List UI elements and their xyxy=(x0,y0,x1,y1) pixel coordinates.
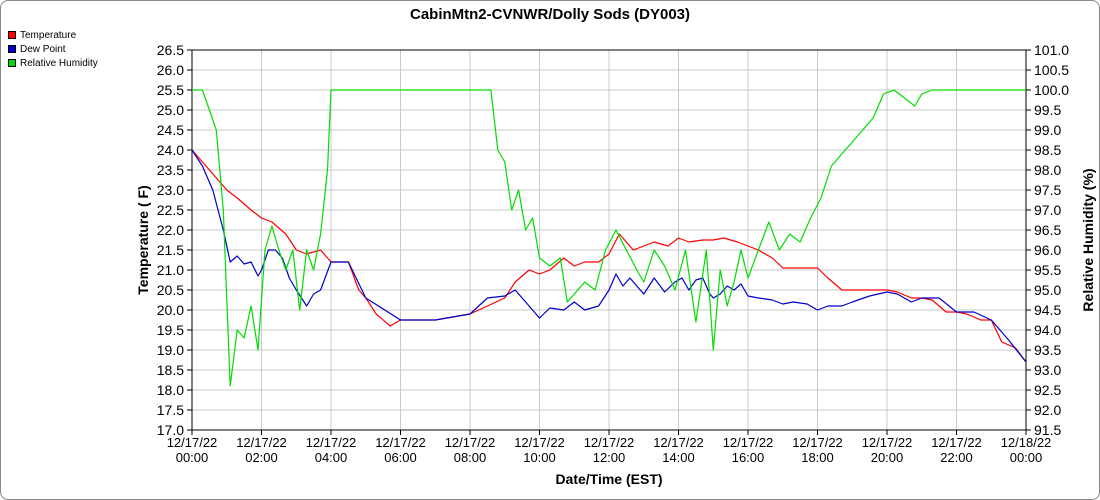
y-left-tick-label: 23.5 xyxy=(157,162,184,178)
x-tick-date-label: 12/17/22 xyxy=(514,435,565,450)
chart-title: CabinMtn2-CVNWR/Dolly Sods (DY003) xyxy=(410,6,690,23)
y-right-tick-label: 98.0 xyxy=(1034,162,1061,178)
legend-item-dew-point: Dew Point xyxy=(8,42,98,56)
x-tick-date-label: 12/17/22 xyxy=(931,435,982,450)
x-tick-date-label: 12/17/22 xyxy=(167,435,218,450)
x-tick-time-label: 14:00 xyxy=(662,450,695,465)
x-tick-date-label: 12/17/22 xyxy=(792,435,843,450)
y-right-tick-label: 100.5 xyxy=(1034,62,1069,78)
y-left-tick-label: 25.5 xyxy=(157,82,184,98)
x-tick-time-label: 20:00 xyxy=(871,450,904,465)
y-right-axis-label: Relative Humidity (%) xyxy=(1080,168,1096,311)
x-axis-label: Date/Time (EST) xyxy=(555,471,662,487)
legend-label-dew-point: Dew Point xyxy=(20,43,66,55)
y-left-axis-label: Temperature ( F) xyxy=(135,185,151,294)
x-tick-time-label: 04:00 xyxy=(315,450,348,465)
y-right-tick-label: 96.5 xyxy=(1034,222,1061,238)
x-tick-date-label: 12/17/22 xyxy=(375,435,426,450)
y-right-tick-label: 100.0 xyxy=(1034,82,1069,98)
x-tick-date-label: 12/17/22 xyxy=(306,435,357,450)
y-right-tick-label: 94.0 xyxy=(1034,322,1061,338)
series-line-temperature xyxy=(191,149,1027,363)
x-tick-time-label: 00:00 xyxy=(1010,450,1043,465)
y-right-tick-label: 99.5 xyxy=(1034,102,1061,118)
y-right-tick-label: 97.0 xyxy=(1034,202,1061,218)
legend-label-relative-humidity: Relative Humidity xyxy=(20,57,98,69)
y-left-tick-label: 24.5 xyxy=(157,122,184,138)
y-right-tick-label: 92.5 xyxy=(1034,382,1061,398)
legend-item-relative-humidity: Relative Humidity xyxy=(8,56,98,70)
y-left-tick-label: 18.5 xyxy=(157,362,184,378)
y-right-tick-label: 96.0 xyxy=(1034,242,1061,258)
x-tick-date-label: 12/17/22 xyxy=(862,435,913,450)
y-right-tick-label: 101.0 xyxy=(1034,42,1069,58)
dew-point-swatch xyxy=(8,45,16,53)
y-right-tick-label: 93.0 xyxy=(1034,362,1061,378)
y-left-tick-label: 20.0 xyxy=(157,302,184,318)
temperature-swatch xyxy=(8,31,16,39)
y-right-tick-label: 99.0 xyxy=(1034,122,1061,138)
legend: Temperature Dew Point Relative Humidity xyxy=(8,28,98,70)
y-left-tick-label: 26.0 xyxy=(157,62,184,78)
y-left-tick-label: 26.5 xyxy=(157,42,184,58)
x-tick-time-label: 16:00 xyxy=(732,450,765,465)
x-tick-date-label: 12/17/22 xyxy=(653,435,704,450)
x-tick-date-label: 12/17/22 xyxy=(445,435,496,450)
y-right-tick-label: 93.5 xyxy=(1034,342,1061,358)
x-tick-time-label: 02:00 xyxy=(245,450,278,465)
y-right-tick-label: 91.5 xyxy=(1034,422,1061,438)
x-tick-time-label: 00:00 xyxy=(176,450,209,465)
legend-label-temperature: Temperature xyxy=(20,29,77,41)
y-left-tick-label: 19.0 xyxy=(157,342,184,358)
x-tick-date-label: 12/18/22 xyxy=(1001,435,1052,450)
y-right-tick-label: 97.5 xyxy=(1034,182,1061,198)
x-tick-time-label: 06:00 xyxy=(384,450,417,465)
x-tick-time-label: 12:00 xyxy=(593,450,626,465)
relative-humidity-swatch xyxy=(8,59,16,67)
y-right-tick-label: 95.0 xyxy=(1034,282,1061,298)
series-line-relative-humidity xyxy=(192,89,1026,387)
x-tick-date-label: 12/17/22 xyxy=(723,435,774,450)
series-line-dew-point xyxy=(191,149,1027,363)
y-left-tick-label: 24.0 xyxy=(157,142,184,158)
x-tick-date-label: 12/17/22 xyxy=(236,435,287,450)
x-tick-time-label: 08:00 xyxy=(454,450,487,465)
y-left-tick-label: 22.0 xyxy=(157,222,184,238)
y-left-tick-label: 18.0 xyxy=(157,382,184,398)
y-left-tick-label: 17.0 xyxy=(157,422,184,438)
y-right-tick-label: 98.5 xyxy=(1034,142,1061,158)
y-left-tick-label: 22.5 xyxy=(157,202,184,218)
y-left-tick-label: 20.5 xyxy=(157,282,184,298)
x-tick-time-label: 10:00 xyxy=(523,450,556,465)
x-tick-time-label: 22:00 xyxy=(940,450,973,465)
y-left-tick-label: 21.0 xyxy=(157,262,184,278)
y-left-tick-label: 19.5 xyxy=(157,322,184,338)
y-left-tick-label: 25.0 xyxy=(157,102,184,118)
y-left-tick-label: 23.0 xyxy=(157,182,184,198)
x-tick-date-label: 12/17/22 xyxy=(584,435,635,450)
legend-item-temperature: Temperature xyxy=(8,28,98,42)
y-right-tick-label: 92.0 xyxy=(1034,402,1061,418)
y-left-tick-label: 21.5 xyxy=(157,242,184,258)
y-left-tick-label: 17.5 xyxy=(157,402,184,418)
y-right-tick-label: 95.5 xyxy=(1034,262,1061,278)
x-tick-time-label: 18:00 xyxy=(801,450,834,465)
plot-border xyxy=(191,49,1027,431)
y-right-tick-label: 94.5 xyxy=(1034,302,1061,318)
